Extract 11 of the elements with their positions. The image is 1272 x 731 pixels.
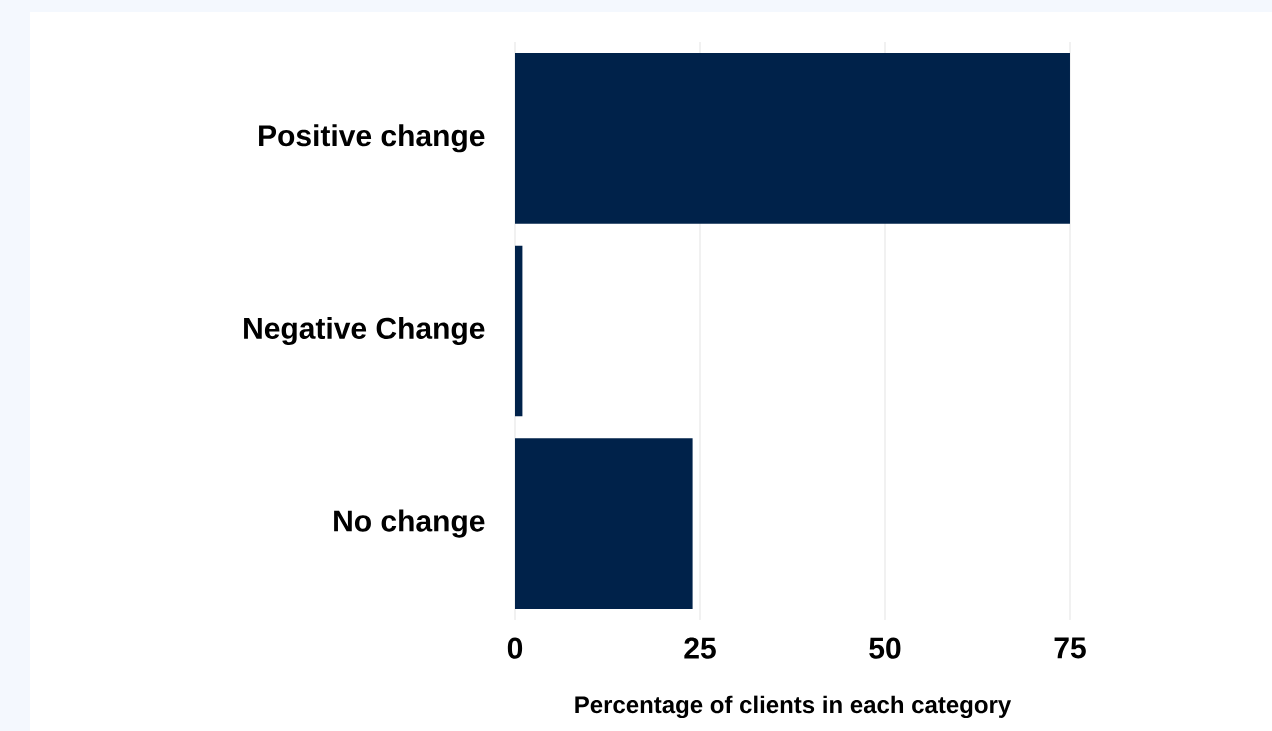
x-tick-label: 75 <box>1054 637 1086 659</box>
bar <box>515 52 1070 224</box>
x-tick-label: 0 <box>507 637 523 659</box>
bar <box>515 245 523 417</box>
y-tick-label: Positive change <box>259 124 485 153</box>
x-axis-title: Percentage of clients in each category <box>575 695 1012 719</box>
y-tick-label: No change <box>334 509 485 538</box>
bar <box>515 438 693 610</box>
y-tick-label: Negative Change <box>244 316 485 346</box>
x-tick-label: 25 <box>684 637 716 659</box>
x-tick-label: 50 <box>869 637 901 659</box>
